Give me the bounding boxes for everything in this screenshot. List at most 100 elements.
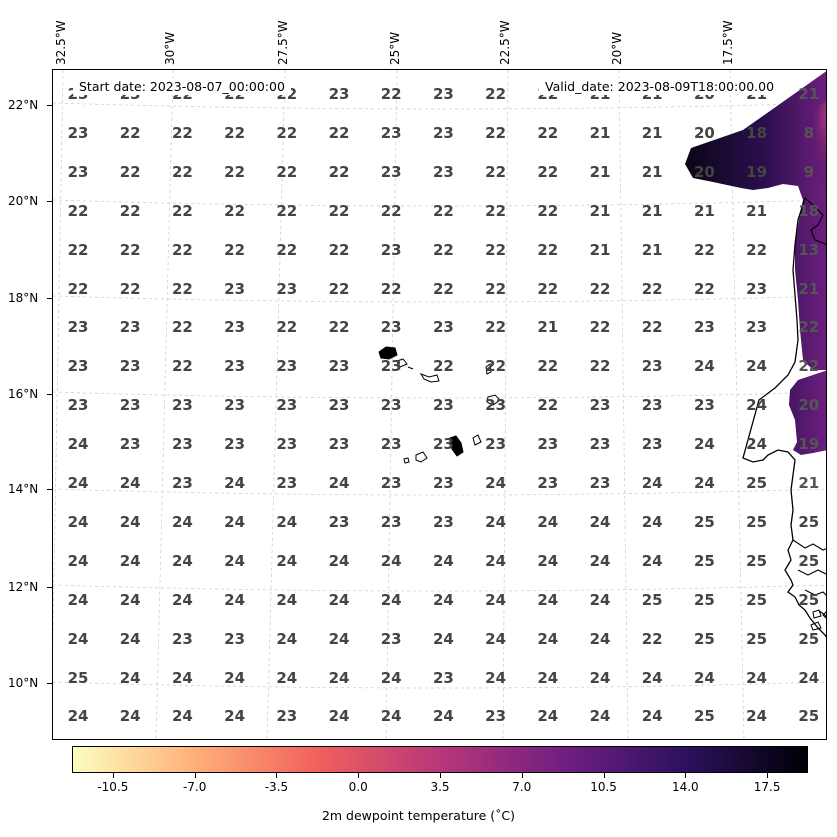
meridian-line [502,70,509,739]
grid-value: 25 [746,512,768,531]
grid-value: 23 [224,318,246,337]
grid-value: 22 [798,318,820,337]
grid-value: 24 [485,474,507,492]
grid-value: 23 [119,357,141,376]
grid-value: 25 [693,707,715,726]
grid-value: 24 [119,707,141,726]
grid-value: 24 [67,474,89,492]
grid-value: 24 [224,707,246,726]
grid-value: 22 [171,318,193,337]
grid-value: 25 [693,590,715,609]
grid-value: 21 [641,162,663,181]
colorbar-tick-mark [358,773,360,778]
grid-value: 24 [67,435,89,454]
grid-value: 24 [746,357,768,376]
grid-value: 24 [67,707,89,726]
grid-value: 24 [224,590,246,609]
grid-value: 22 [693,240,715,259]
grid-value: 22 [119,279,141,298]
grid-value: 23 [380,162,402,181]
lat-label: 16°N [8,387,39,401]
grid-value: 23 [171,396,193,415]
grid-value: 23 [380,240,402,259]
grid-value: 24 [746,435,768,454]
lon-label: 17.5°W [721,20,735,65]
lat-label: 12°N [8,580,39,594]
grid-value: 21 [798,279,820,298]
grid-value: 25 [798,512,820,531]
grid-value: 23 [328,512,350,531]
grid-value: 23 [328,357,350,376]
grid-value: 23 [276,435,298,454]
grid-value: 21 [641,123,663,142]
meridian-line [385,70,398,739]
grid-value: 21 [589,162,611,181]
grid-value: 25 [798,707,820,726]
lon-label: 25°W [388,31,402,65]
grid-value: 24 [67,590,89,609]
lat-tick-mark [47,394,52,395]
grid-value: 24 [485,668,507,687]
grid-value: 22 [485,85,507,103]
grid-value: 21 [537,318,559,337]
dewpoint-moist-patch [797,101,826,220]
grid-value: 22 [537,357,559,376]
grid-value: 25 [798,551,820,570]
grid-value: 24 [328,551,350,570]
lon-label: 20°W [610,31,624,65]
grid-value: 23 [746,318,768,337]
grid-value: 23 [589,435,611,454]
grid-value: 18 [798,201,820,220]
grid-value: 22 [224,240,246,259]
colorbar-tick-mark [194,773,196,778]
grid-value: 23 [224,357,246,376]
meridian-line [729,70,745,739]
grid-value: 23 [224,279,246,298]
lat-label: 14°N [8,482,39,496]
island-santo-antao [378,346,398,360]
grid-value: 23 [432,85,454,103]
grid-value: 22 [537,162,559,181]
grid-value: 23 [380,318,402,337]
grid-value: 22 [746,240,768,259]
grid-value: 24 [328,590,350,609]
grid-value: 23 [432,668,454,687]
colorbar-tick-label: 3.5 [430,780,450,794]
colorbar-tick-label: 0.0 [348,780,368,794]
grid-value: 24 [641,707,663,726]
grid-value: 25 [693,551,715,570]
grid-value: 25 [641,590,663,609]
grid-value: 23 [432,435,454,454]
grid-value: 22 [589,318,611,337]
grid-value: 23 [67,357,89,376]
colorbar-tick-label: 10.5 [590,780,617,794]
bijagos-islands [810,609,826,631]
grid-value: 21 [641,201,663,220]
parallel-line [53,391,826,399]
grid-value: 20 [693,123,715,142]
grid-value: 24 [537,707,559,726]
grid-value: 24 [380,668,402,687]
grid-value: 24 [485,590,507,609]
grid-value: 24 [746,668,768,687]
island-boa-vista [486,394,501,406]
grid-value: 24 [537,668,559,687]
grid-value: 22 [224,123,246,142]
grid-value: 22 [171,240,193,259]
grid-value: 22 [380,279,402,298]
grid-value: 22 [119,201,141,220]
grid-value: 22 [328,123,350,142]
grid-value: 24 [641,668,663,687]
grid-value: 22 [276,123,298,142]
parallel-line [53,681,826,689]
grid-value: 23 [276,707,298,726]
senegal-river-coast [804,197,826,245]
grid-value: 22 [589,357,611,376]
parallel-line [53,102,826,110]
grid-value: 22 [432,240,454,259]
dewpoint-land-field [685,71,826,455]
grid-value: 24 [537,551,559,570]
grid-value: 24 [589,629,611,648]
grid-value: 23 [432,162,454,181]
grid-value: 19 [798,435,820,454]
